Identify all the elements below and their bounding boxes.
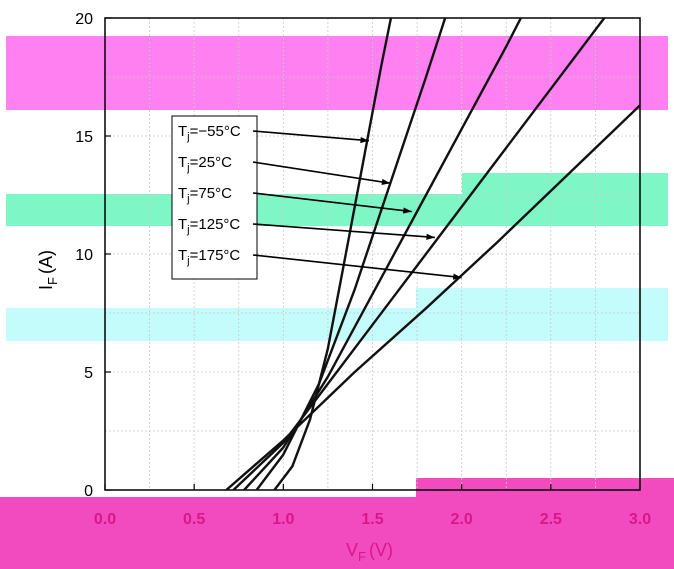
x-tick-label: 0.5 (183, 511, 205, 528)
x-tick-label: 1.5 (361, 511, 383, 528)
legend-pointer-line (252, 254, 462, 279)
series-lines (225, 18, 640, 490)
series-line-0 (273, 18, 393, 490)
series-line-1 (255, 18, 447, 490)
x-tick-label: 1.0 (272, 511, 294, 528)
legend-item: Tj=−55°C (178, 123, 241, 143)
y-tick-label: 0 (84, 483, 93, 500)
axis-titles: VF (V) IF(A) (36, 250, 393, 564)
y-tick-label: 15 (75, 129, 93, 146)
x-tick-label: 3.0 (629, 511, 651, 528)
x-tick-label: 0.0 (94, 511, 116, 528)
magenta-overlay-band (6, 36, 668, 110)
x-tick-label: 2.0 (451, 511, 473, 528)
legend-pointer-line (252, 130, 370, 142)
legend-item: Tj=25°C (178, 154, 232, 174)
y-axis-title: IF(A) (36, 250, 60, 290)
legend-pointer-line (252, 223, 435, 239)
legend: Tj=−55°C Tj=25°C Tj=75°C Tj=125°C Tj=175°C (171, 115, 462, 280)
legend-pointer-arrowhead (426, 233, 435, 240)
legend-pointer-arrowhead (452, 273, 462, 280)
green-overlay-band-right (462, 173, 668, 226)
legend-pointer-arrowhead (402, 207, 412, 214)
x-tick-label: 2.5 (540, 511, 562, 528)
bottom-magenta-band (0, 497, 674, 569)
y-tick-label: 5 (84, 365, 93, 382)
x-axis-title: VF (V) (346, 540, 393, 564)
y-tick-label: 10 (75, 247, 93, 264)
legend-pointer-line (252, 161, 391, 184)
cyan-overlay-band-right (416, 288, 668, 341)
legend-pointer-arrowhead (381, 178, 391, 185)
series-line-4 (225, 104, 640, 490)
legend-item: Tj=125°C (178, 216, 240, 236)
bottom-magenta-band-right (416, 478, 674, 498)
legend-item: Tj=75°C (178, 185, 232, 205)
series-line-3 (232, 18, 606, 490)
series-line-2 (243, 18, 523, 490)
axis-ticks: 0.0 0.5 1.0 1.5 2.0 2.5 3.0 0 5 10 15 20 (75, 11, 651, 528)
y-tick-label: 20 (75, 11, 93, 28)
legend-pointer-arrowhead (360, 136, 369, 144)
legend-pointer-line (252, 192, 412, 213)
legend-box (171, 115, 258, 280)
legend-item: Tj=175°C (178, 247, 240, 267)
